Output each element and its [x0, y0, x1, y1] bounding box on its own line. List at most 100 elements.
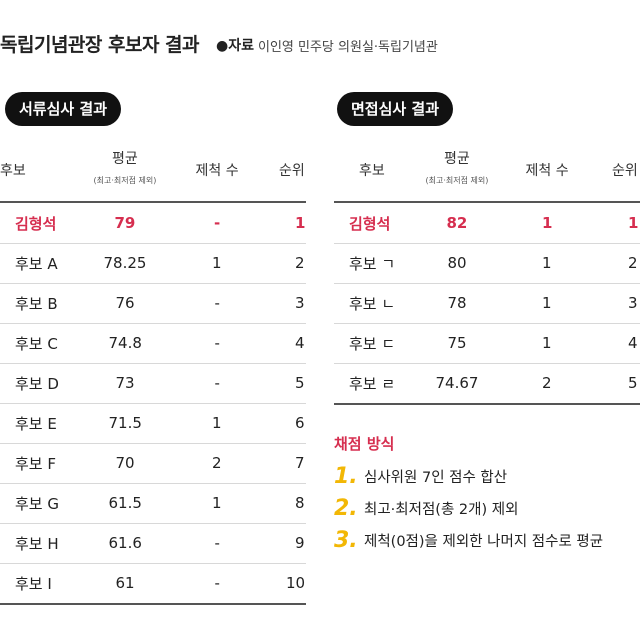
table-cell: 1 [212, 254, 222, 272]
table-cell: 후보 B [15, 294, 58, 313]
table-cell: 후보 ㄱ [349, 254, 396, 273]
row-rule [0, 443, 306, 444]
table-cell: 1 [542, 294, 552, 312]
row-rule [0, 523, 306, 524]
table-cell: - [214, 334, 220, 352]
table-cell: 후보 G [15, 494, 59, 513]
table-cell: 5 [295, 374, 305, 392]
table-cell: 80 [447, 254, 467, 272]
table-cell: 76 [115, 294, 135, 312]
table-cell: - [214, 214, 221, 232]
table-cell: 후보 F [15, 454, 56, 473]
column-header: 제척 수 [195, 163, 239, 179]
table-cell: 5 [628, 374, 638, 392]
row-rule [0, 563, 306, 564]
table-cell: 7 [295, 454, 305, 472]
column-note: (최고·최저점 제외) [425, 175, 489, 185]
row-rule [0, 323, 306, 324]
table-cell: 71.5 [108, 414, 142, 432]
table-cell: 1 [542, 214, 553, 232]
table-cell: 1 [628, 214, 639, 232]
row-rule [0, 483, 306, 484]
row-rule [334, 283, 640, 284]
table-cell: 61 [115, 574, 135, 592]
table-cell: 6 [295, 414, 305, 432]
method-text: 최고·최저점(총 2개) 제외 [364, 501, 519, 518]
table-cell: 79 [114, 214, 136, 232]
row-rule [334, 323, 640, 324]
table-cell: 10 [286, 574, 306, 592]
table-cell: 3 [295, 294, 305, 312]
table-bottom-rule [0, 603, 306, 605]
table-cell: - [214, 374, 220, 392]
table-cell: 61.6 [108, 534, 142, 552]
row-rule [334, 243, 640, 244]
method-number: 2. [334, 495, 358, 521]
table-cell: 70 [115, 454, 135, 472]
column-header: 후보 [359, 163, 385, 179]
row-rule [0, 363, 306, 364]
method-text: 심사위원 7인 점수 합산 [364, 469, 508, 486]
table-cell: 2 [628, 254, 638, 272]
table-cell: 74.67 [435, 374, 479, 392]
column-header: 순위 [612, 163, 638, 179]
table-cell: 후보 C [15, 334, 58, 353]
source-label: ●자료 [216, 38, 254, 54]
table-cell: 후보 ㄹ [349, 374, 396, 393]
table-cell: 73 [115, 374, 135, 392]
column-header: 순위 [279, 163, 305, 179]
table-cell: - [214, 534, 220, 552]
table-cell: 후보 A [15, 254, 58, 273]
column-header: 평균 [112, 151, 138, 167]
row-rule [0, 403, 306, 404]
table-cell: 후보 D [15, 374, 59, 393]
header-rule [0, 201, 306, 203]
table-cell: 2 [212, 454, 222, 472]
table-title: 서류심사 결과 [5, 92, 122, 126]
table-cell: 4 [295, 334, 305, 352]
table-cell: 82 [446, 214, 468, 232]
table-cell: - [214, 574, 220, 592]
table-cell: 후보 ㄴ [349, 294, 396, 313]
table-cell: 9 [295, 534, 305, 552]
table-bottom-rule [334, 403, 640, 405]
table-cell: 3 [628, 294, 638, 312]
source: 이인영 민주당 의원실·독립기념관 [258, 40, 438, 55]
table-cell: 후보 ㄷ [349, 334, 396, 353]
table-cell: 후보 H [15, 534, 59, 553]
column-header: 제척 수 [525, 163, 569, 179]
table-cell: 2 [542, 374, 552, 392]
header-rule [334, 201, 640, 203]
row-rule [334, 363, 640, 364]
table-cell: 4 [628, 334, 638, 352]
table-cell: 1 [212, 494, 222, 512]
table-cell: 75 [447, 334, 467, 352]
table-cell: 1 [212, 414, 222, 432]
table-cell: 78 [447, 294, 467, 312]
method-number: 3. [334, 527, 358, 553]
table-cell: 김형석 [349, 214, 391, 233]
method-text: 제척(0점)을 제외한 나머지 점수로 평균 [364, 533, 604, 550]
table-cell: 78.25 [103, 254, 147, 272]
table-cell: 1 [542, 334, 552, 352]
table-cell: 61.5 [108, 494, 142, 512]
table-cell: 8 [295, 494, 305, 512]
row-rule [0, 283, 306, 284]
table-cell: 74.8 [108, 334, 142, 352]
method-number: 1. [334, 463, 358, 489]
table-cell: 2 [295, 254, 305, 272]
table-cell: 김형석 [15, 214, 57, 233]
method-title: 채점 방식 [334, 435, 395, 453]
title: 독립기념관장 후보자 결과 [0, 34, 200, 56]
table-cell: - [214, 294, 220, 312]
table-cell: 1 [295, 214, 306, 232]
table-title: 면접심사 결과 [337, 92, 454, 126]
column-header: 후보 [0, 163, 26, 179]
table-cell: 1 [542, 254, 552, 272]
table-cell: 후보 E [15, 414, 57, 433]
column-note: (최고·최저점 제외) [93, 175, 157, 185]
table-cell: 후보 I [15, 574, 52, 593]
row-rule [0, 243, 306, 244]
column-header: 평균 [444, 151, 470, 167]
